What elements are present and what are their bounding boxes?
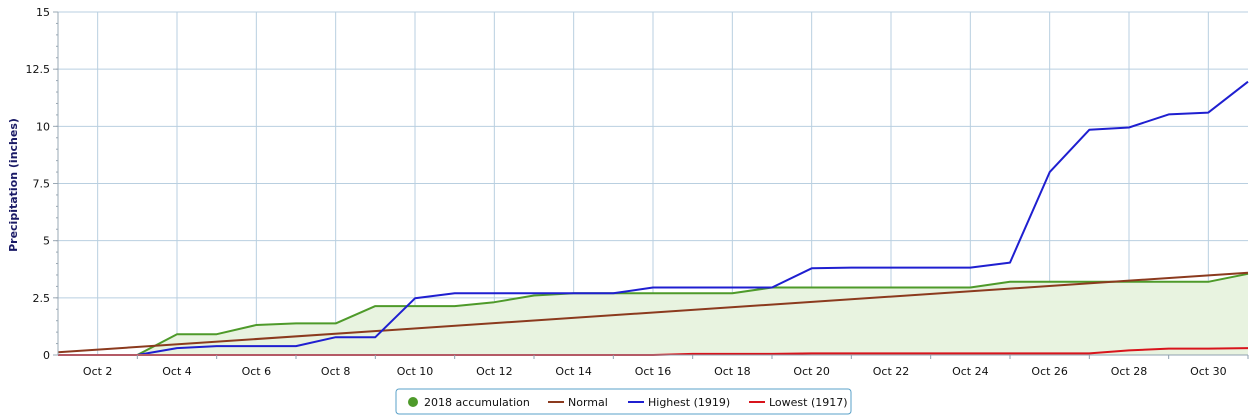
y-tick-label: 5 xyxy=(43,235,50,248)
legend-marker-2018-accumulation xyxy=(408,397,418,407)
axes: 0 2.5 5 7.5 10 12.5 15 Oct 2 Oct 4 Oct 6 Oct 8 Oct … xyxy=(26,6,1249,378)
y-axis-label: Precipitation (inches) xyxy=(7,118,20,252)
x-tick-label: Oct 4 xyxy=(162,365,192,378)
y-tick-label: 15 xyxy=(36,6,50,19)
series-line-normal xyxy=(57,271,1249,354)
x-tick-label: Oct 30 xyxy=(1190,365,1227,378)
legend-box xyxy=(395,388,852,415)
series-line-2018-accumulation xyxy=(58,272,1249,356)
x-tick-label: Oct 6 xyxy=(242,365,272,378)
y-tick-label: 2.5 xyxy=(33,292,51,305)
x-tick-label: Oct 14 xyxy=(555,365,592,378)
legend-label-highest: Highest (1919) xyxy=(648,396,730,409)
legend-item-lowest[interactable]: Lowest (1917) xyxy=(749,396,848,409)
x-tick-label: Oct 20 xyxy=(793,365,830,378)
area-fill-2018-accumulation xyxy=(58,273,1248,355)
legend-item-2018-accumulation[interactable]: 2018 accumulation xyxy=(408,396,530,409)
y-tick-label: 0 xyxy=(43,349,50,362)
x-tick-label: Oct 12 xyxy=(476,365,513,378)
legend: 2018 accumulation Normal Highest (1919) … xyxy=(395,388,852,415)
x-tick-label: Oct 10 xyxy=(397,365,434,378)
legend-label-2018-accumulation: 2018 accumulation xyxy=(424,396,530,409)
x-tick-label: Oct 28 xyxy=(1111,365,1148,378)
legend-item-normal[interactable]: Normal xyxy=(548,396,608,409)
x-tick-label: Oct 18 xyxy=(714,365,751,378)
x-tick-label: Oct 22 xyxy=(873,365,910,378)
x-tick-label: Oct 24 xyxy=(952,365,989,378)
area-layer xyxy=(58,273,1248,355)
y-tick-label: 12.5 xyxy=(26,63,51,76)
legend-label-normal: Normal xyxy=(568,396,608,409)
legend-label-lowest: Lowest (1917) xyxy=(769,396,848,409)
legend-item-highest[interactable]: Highest (1919) xyxy=(628,396,730,409)
x-tick-label: Oct 16 xyxy=(635,365,672,378)
series-line-highest-1919 xyxy=(58,80,1249,356)
y-tick-label: 10 xyxy=(36,120,50,133)
x-tick-label: Oct 26 xyxy=(1031,365,1068,378)
x-tick-label: Oct 8 xyxy=(321,365,351,378)
y-tick-label: 7.5 xyxy=(33,178,51,191)
x-tick-label: Oct 2 xyxy=(83,365,113,378)
